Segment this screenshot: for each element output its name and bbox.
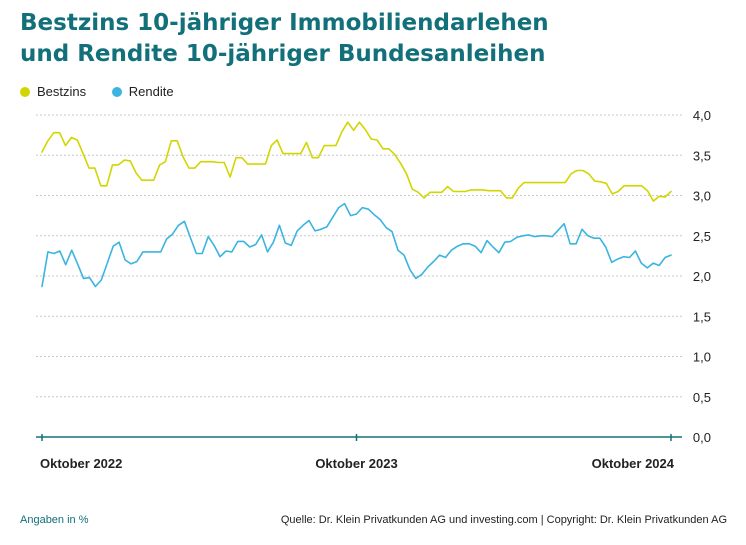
legend-item-bestzins: Bestzins [20,84,86,99]
y-tick-label: 1,0 [693,350,711,365]
y-tick-label: 0,0 [693,430,711,445]
legend-item-rendite: Rendite [111,84,174,99]
y-tick-label: 3,0 [693,189,711,204]
legend: Bestzins Rendite [20,84,196,100]
legend-label-bestzins: Bestzins [37,84,87,99]
legend-label-rendite: Rendite [128,84,174,99]
series-lines [41,121,672,288]
chart-title-line-2: und Rendite 10-jähriger Bundesanleihen [20,41,546,67]
legend-swatch-bestzins [20,86,30,97]
chart-title-line-1: Bestzins 10-jähriger Immobiliendarlehen [20,10,549,36]
x-tick-label: Oktober 2022 [40,456,122,471]
chart-title: Bestzins 10-jähriger Immobiliendarlehen … [20,8,720,70]
y-tick-label: 2,5 [693,229,711,244]
series-line-bestzins [41,121,672,202]
legend-swatch-rendite [111,86,122,97]
y-tick-label: 4,0 [693,108,711,123]
x-tick-label: Oktober 2023 [315,456,397,471]
source-note: Quelle: Dr. Klein Privatkunden AG und in… [280,514,727,526]
y-tick-label: 2,0 [693,269,711,284]
gridlines [36,114,682,398]
series-line-rendite [41,202,672,288]
unit-note: Angaben in % [20,514,89,526]
axes: 0,0 0,5 1,0 1,5 2,0 2,5 3,0 3,5 4,0 Oktober 2022 O… [36,108,711,471]
y-tick-label: 3,5 [693,148,711,163]
y-tick-label: 0,5 [693,390,711,405]
y-tick-label: 1,5 [693,309,711,324]
x-tick-label: Oktober 2024 [592,456,675,471]
